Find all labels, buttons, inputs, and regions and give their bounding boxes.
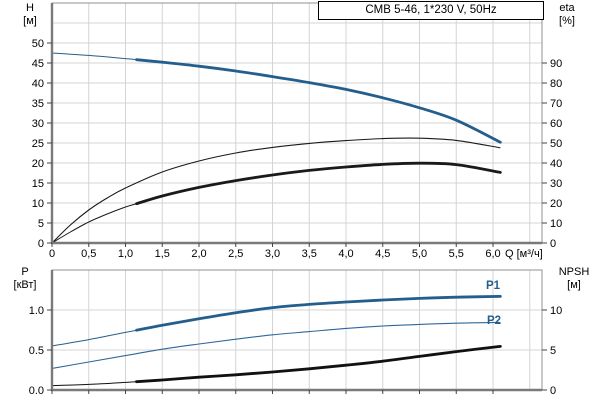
head-curve — [135, 58, 502, 144]
gridlines — [52, 3, 542, 243]
x-tick-label: 4,0 — [338, 248, 353, 260]
curves — [51, 295, 502, 387]
power-npsh-chart: 0.0 0.5 1.0 0 5 10 — [29, 269, 563, 397]
x-tick-label: 3,0 — [265, 248, 280, 260]
x-tick-label: 5,5 — [449, 248, 464, 260]
y-right-tick-label: 0 — [550, 238, 556, 250]
y-left-tick-label: 20 — [32, 158, 44, 170]
y-axis-title-eta: eta [%] — [550, 2, 584, 28]
y-right-tick-label: 40 — [550, 158, 562, 170]
x-tick-label: 1,5 — [155, 248, 170, 260]
eta-axis-unit: [%] — [559, 15, 575, 27]
y-left-tick-label: 45 — [32, 58, 44, 70]
plot-frame — [50, 269, 543, 392]
y-right-tick-label: 10 — [550, 218, 562, 230]
npsh-axis-unit: [м] — [567, 279, 581, 291]
curves — [51, 52, 502, 244]
y-left-tick-label: 35 — [32, 98, 44, 110]
y-right-tick-label: 0 — [550, 385, 556, 397]
y-left-tick-label: 0.0 — [29, 385, 44, 397]
y-left-tick-label: 40 — [32, 78, 44, 90]
hq-chart: 0 5 10 15 20 25 30 35 40 45 50 0 10 20 30 40 50 60 70 80 90 0… — [32, 2, 563, 260]
head-axis-unit: [м] — [23, 15, 37, 27]
npsh-curve-thin — [51, 381, 137, 387]
npsh-curve — [135, 345, 502, 384]
axis-ticks: 0 5 10 15 20 25 30 35 40 45 50 0 10 20 30 40 50 60 70 80 90 0… — [32, 38, 563, 260]
y-right-tick-label: 50 — [550, 138, 562, 150]
y-right-tick-label: 20 — [550, 198, 562, 210]
x-tick-label: 2,5 — [228, 248, 243, 260]
head-curve-thin — [51, 52, 137, 61]
y-right-tick-label: 80 — [550, 78, 562, 90]
power-axis-symbol: P — [21, 266, 29, 278]
x-tick-label: 2,0 — [191, 248, 206, 260]
y-left-tick-label: 15 — [32, 178, 44, 190]
y-left-tick-label: 0 — [38, 238, 44, 250]
eta-axis-symbol: eta — [559, 2, 575, 14]
y-right-tick-label: 30 — [550, 178, 562, 190]
npsh-axis-symbol: NPSH — [558, 266, 590, 278]
x-axis-title: Q [м³/ч] — [505, 248, 543, 260]
y-left-tick-label: 50 — [32, 38, 44, 50]
y-right-tick-label: 10 — [550, 305, 562, 317]
y-axis-title-head: H [м] — [14, 2, 46, 28]
p2-power-curve — [51, 321, 501, 369]
y-right-tick-label: 90 — [550, 58, 562, 70]
x-tick-label: 1,0 — [118, 248, 133, 260]
y-left-tick-label: 10 — [32, 198, 44, 210]
x-tick-label: 6,0 — [485, 248, 500, 260]
x-tick-label: 5,0 — [412, 248, 427, 260]
pump-title-box: CMB 5-46, 1*230 V, 50Hz — [318, 1, 544, 20]
y-left-tick-label: 5 — [38, 218, 44, 230]
x-tick-label: 0 — [49, 248, 55, 260]
y-right-tick-label: 60 — [550, 118, 562, 130]
head-axis-symbol: H — [26, 2, 34, 14]
y-right-tick-label: 70 — [550, 98, 562, 110]
gridlines — [52, 270, 542, 390]
axis-ticks: 0.0 0.5 1.0 0 5 10 — [29, 305, 563, 397]
eta-pump-motor-curve — [135, 161, 502, 206]
y-axis-title-power: P [кВт] — [4, 266, 46, 292]
y-left-tick-label: 25 — [32, 138, 44, 150]
eta-pump-motor-curve-thin — [51, 203, 137, 244]
p1-power-curve-thin — [51, 329, 137, 347]
power-axis-unit: [кВт] — [13, 279, 37, 291]
y-right-tick-label: 5 — [550, 345, 556, 357]
y-left-tick-label: 1.0 — [29, 305, 44, 317]
x-tick-label: 4,5 — [375, 248, 390, 260]
eta-pump-curve — [51, 137, 501, 244]
p2-curve-label: P2 — [487, 315, 502, 327]
p1-curve-label: P1 — [486, 280, 501, 292]
p1-power-curve — [135, 295, 502, 332]
y-left-tick-label: 0.5 — [29, 345, 44, 357]
y-axis-title-npsh: NPSH [м] — [551, 266, 597, 292]
x-tick-label: 0,5 — [81, 248, 96, 260]
y-left-tick-label: 30 — [32, 118, 44, 130]
x-tick-label: 3,5 — [302, 248, 317, 260]
